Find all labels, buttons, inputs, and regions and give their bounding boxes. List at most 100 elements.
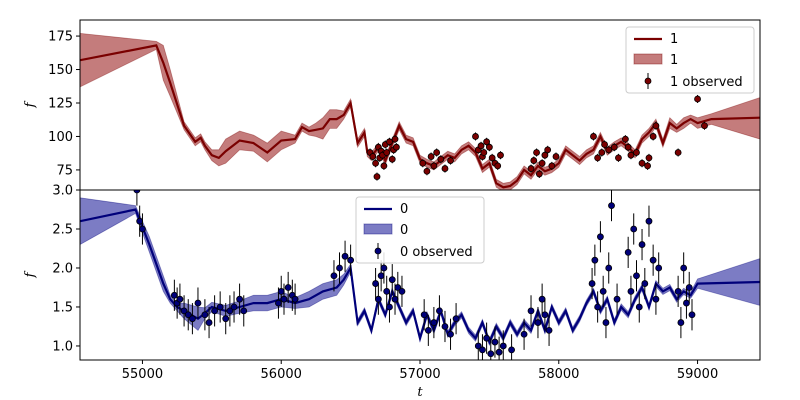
observed-point [641,280,649,287]
observed-point [591,256,599,264]
observed-point [530,157,538,164]
observed-point [485,143,493,151]
observed-point [424,326,432,334]
observed-point [494,162,502,170]
observed-point [638,159,646,167]
y-tick-label: 125 [48,96,73,111]
observed-point [608,202,615,209]
observed-point [201,311,209,319]
observed-point [230,303,238,311]
observed-point [176,295,184,303]
x-tick-label: 56000 [261,367,302,382]
observed-point [508,346,515,354]
observed-point [372,280,379,287]
observed-point [677,319,685,326]
observed-point [594,303,602,311]
x-tick-label: 58000 [538,367,579,382]
observed-point [487,350,495,358]
y-tick-label: 100 [48,130,73,145]
observed-point [601,141,608,148]
observed-point [452,315,460,323]
observed-point [341,252,349,260]
observed-point [630,225,638,233]
y-tick-label: 1.0 [52,339,73,354]
legend-label: 1 observed [670,75,743,90]
observed-point [538,295,546,303]
x-tick-label: 59000 [677,367,718,382]
observed-point [427,153,435,160]
observed-point [383,149,391,156]
observed-point [610,143,618,151]
observed-point [284,284,292,291]
observed-point [627,287,635,295]
observed-point [533,149,540,156]
observed-point [599,287,607,295]
observed-point [380,264,388,272]
y-tick-label: 2.5 [52,222,73,237]
observed-point [441,323,449,330]
observed-point [383,287,391,295]
y-tick-label: 75 [56,163,73,178]
observed-point [398,287,406,295]
legend-box [625,26,755,94]
observed-point [694,95,701,103]
observed-point [372,159,379,167]
observed-point [649,256,657,264]
observed-point [645,217,653,225]
observed-point [170,291,178,299]
observed-point [447,157,454,164]
observed-point [388,155,396,163]
observed-point [330,272,338,280]
observed-point [437,155,445,163]
observed-point [386,303,393,311]
observed-point [377,272,385,280]
observed-point [534,319,542,326]
panel-bottom: 1.0 1.5 2.0 2.5 3.0 55000 56000 57000 58000 59000… [23,184,761,400]
observed-point [541,311,549,319]
observed-point [548,162,556,170]
observed-point [133,190,141,194]
observed-point [613,295,621,303]
observed-point [430,319,438,326]
observed-point [205,319,213,326]
observed-point [386,138,393,146]
observed-point [236,295,243,303]
observed-point [483,334,491,342]
observed-point [240,307,248,315]
observed-point [393,143,400,151]
observed-point [139,225,146,233]
observed-point [222,315,230,323]
observed-point [588,280,596,287]
observed-point [545,326,553,334]
observed-point [627,151,635,159]
legend: 0 0 0 observed [355,196,485,264]
observed-point [644,162,651,170]
observed-point [624,248,632,256]
observed-point [394,284,402,291]
observed-point [447,330,454,338]
legend-point-swatch [374,247,382,255]
observed-point [527,307,535,315]
legend-point-swatch [644,77,652,85]
observed-point [594,154,602,162]
observed-point [480,149,488,156]
observed-point [374,295,382,303]
observed-point [624,143,632,151]
observed-point [655,264,663,272]
legend-band-swatch [363,223,393,235]
y-axis-label: f [23,100,38,108]
observed-point [479,346,486,354]
observed-point [688,311,696,319]
observed-point [499,342,507,350]
observed-point [488,154,496,162]
observed-point [420,311,428,319]
observed-point [645,154,653,162]
panel-top: 75 100 125 150 175 f 1 1 1 observed [23,19,761,191]
observed-point [652,122,660,130]
y-tick-label: 2.0 [52,261,73,276]
observed-point [605,264,613,272]
plot-area-0 [80,32,760,190]
observed-point [590,133,597,140]
observed-point [680,264,688,272]
observed-point [472,133,479,140]
